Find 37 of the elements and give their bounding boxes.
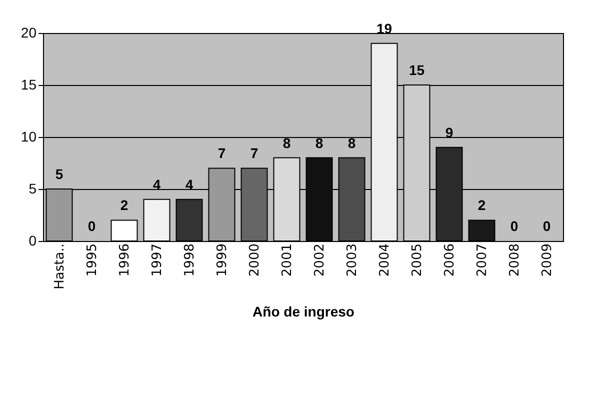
x-tick-label: 1997 [150, 244, 165, 277]
data-label: 2 [120, 197, 128, 214]
x-tick-label: Hasta.. [52, 244, 68, 290]
data-label: 8 [282, 134, 291, 151]
x-axis-title: Año de ingreso [252, 303, 354, 320]
x-tick-label: 2007 [474, 244, 490, 277]
data-label: 0 [542, 218, 551, 234]
x-tick-label: 2008 [507, 244, 522, 277]
y-tick-label: 15 [20, 76, 37, 92]
x-tick-label: 2006 [442, 244, 458, 277]
y-tick-label: 5 [28, 180, 37, 196]
data-label: 8 [348, 134, 356, 151]
data-label: 4 [152, 176, 161, 192]
data-label: 0 [510, 218, 518, 234]
data-label: 15 [408, 62, 425, 78]
data-label: 0 [88, 218, 96, 234]
x-tick-label: 2003 [344, 244, 360, 277]
y-tick-label: 20 [20, 24, 37, 40]
data-label: 8 [315, 134, 324, 151]
data-label: 2 [478, 197, 486, 214]
data-label: 4 [185, 176, 194, 192]
x-tick-label: 1998 [182, 244, 198, 277]
x-tick-label: 2005 [410, 244, 425, 277]
data-label: 9 [445, 124, 454, 140]
x-tick-label: 2002 [312, 244, 328, 277]
data-label: 7 [218, 145, 226, 162]
x-tick-label: 2009 [540, 244, 555, 277]
x-tick-label: 1996 [117, 244, 132, 277]
data-label: 5 [55, 166, 64, 182]
x-tick-label: 1999 [214, 244, 230, 277]
data-label: 7 [250, 145, 258, 162]
x-tick-label: 2000 [247, 244, 262, 277]
x-tick-label: 2004 [377, 244, 392, 277]
y-tick-label: 0 [28, 232, 37, 248]
x-tick-label: 1995 [84, 244, 100, 277]
y-tick-label: 10 [20, 128, 37, 144]
x-tick-label: 2001 [280, 244, 295, 277]
